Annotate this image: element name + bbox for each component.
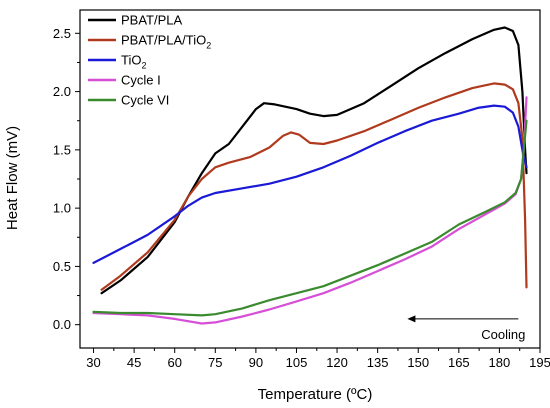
series-line-2 [100,82,528,291]
y-tick-label: 2.0 [53,84,71,99]
legend-label-main: PBAT/PLA [121,13,183,28]
x-tick-label: 45 [127,355,141,370]
legend-label-main: TiO [121,53,141,68]
x-tick-label: 105 [286,355,308,370]
x-tick-label: 30 [86,355,100,370]
series-line-1 [100,26,528,295]
y-tick-label: 0.5 [53,259,71,274]
x-tick-label: 180 [489,355,511,370]
y-tick-label: 0.0 [53,317,71,332]
legend-label-subscript: 2 [206,41,211,51]
y-axis: 0.0 0.5 1.0 1.5 2.0 2.5 [53,26,80,332]
x-tick-label: 150 [407,355,429,370]
x-tick-label: 90 [249,355,263,370]
legend-label-5: Cycle VI [121,93,169,108]
legend-label-4: Cycle I [121,73,161,88]
x-tick-label: 195 [529,355,550,370]
x-tick-label: 135 [367,355,389,370]
legend-label-1: PBAT/PLA [121,13,183,28]
legend-label-main: PBAT/PLA/TiO [121,33,206,48]
x-tick-label: 60 [167,355,181,370]
legend-label-subscript: 2 [141,61,146,71]
legend-label-3: TiO2 [121,53,146,71]
cooling-annotation: Cooling [407,315,525,342]
x-tick-label: 75 [208,355,222,370]
cooling-label: Cooling [481,327,525,342]
legend-label-2: PBAT/PLA/TiO2 [121,33,211,51]
x-axis: 30 45 60 75 90 105 120 135 150 165 180 195 [86,348,550,370]
x-tick-label: 120 [326,355,348,370]
x-tick-label: 165 [448,355,470,370]
y-axis-title: Heat Flow (mV) [4,126,21,230]
series-line-5 [92,119,528,317]
plot-series [92,26,528,325]
legend-label-main: Cycle I [121,73,161,88]
legend-label-main: Cycle VI [121,93,169,108]
y-tick-label: 1.0 [53,201,71,216]
y-tick-label: 1.5 [53,142,71,157]
cooling-arrow-head [407,315,416,323]
x-axis-title: Temperature (ºC) [258,386,373,403]
y-tick-label: 2.5 [53,26,71,41]
series-line-3 [92,104,528,264]
